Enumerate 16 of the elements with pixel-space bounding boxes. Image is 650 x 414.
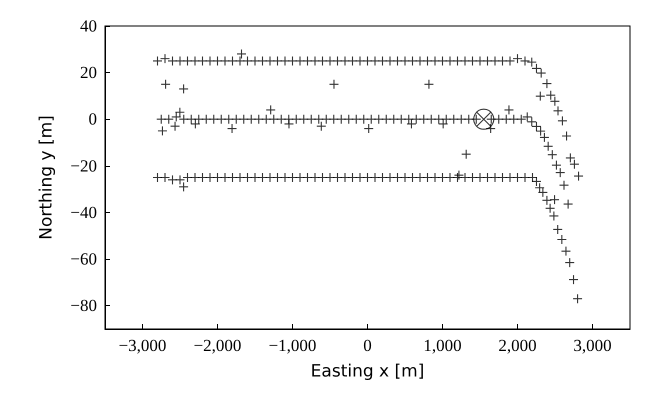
x-tick-label: 2,000: [498, 336, 537, 355]
y-tick-label: 40: [80, 16, 97, 36]
y-tick-label: −40: [70, 202, 97, 222]
x-tick-label: 0: [363, 336, 372, 355]
y-tick-label: −80: [70, 296, 97, 316]
y-tick-label: −60: [70, 250, 97, 269]
y-axis-title: Northing y [m]: [36, 115, 56, 240]
x-tick-label: −1,000: [268, 336, 316, 355]
x-tick-label: −3,000: [118, 336, 166, 355]
y-tick-label: 0: [88, 110, 97, 129]
x-tick-label: 3,000: [573, 336, 612, 355]
x-axis-title: Easting x [m]: [310, 362, 424, 382]
y-tick-label: −20: [70, 156, 97, 176]
y-tick-label: 20: [80, 63, 97, 82]
x-tick-label: 1,000: [423, 336, 462, 355]
x-tick-label: −2,000: [194, 336, 242, 355]
